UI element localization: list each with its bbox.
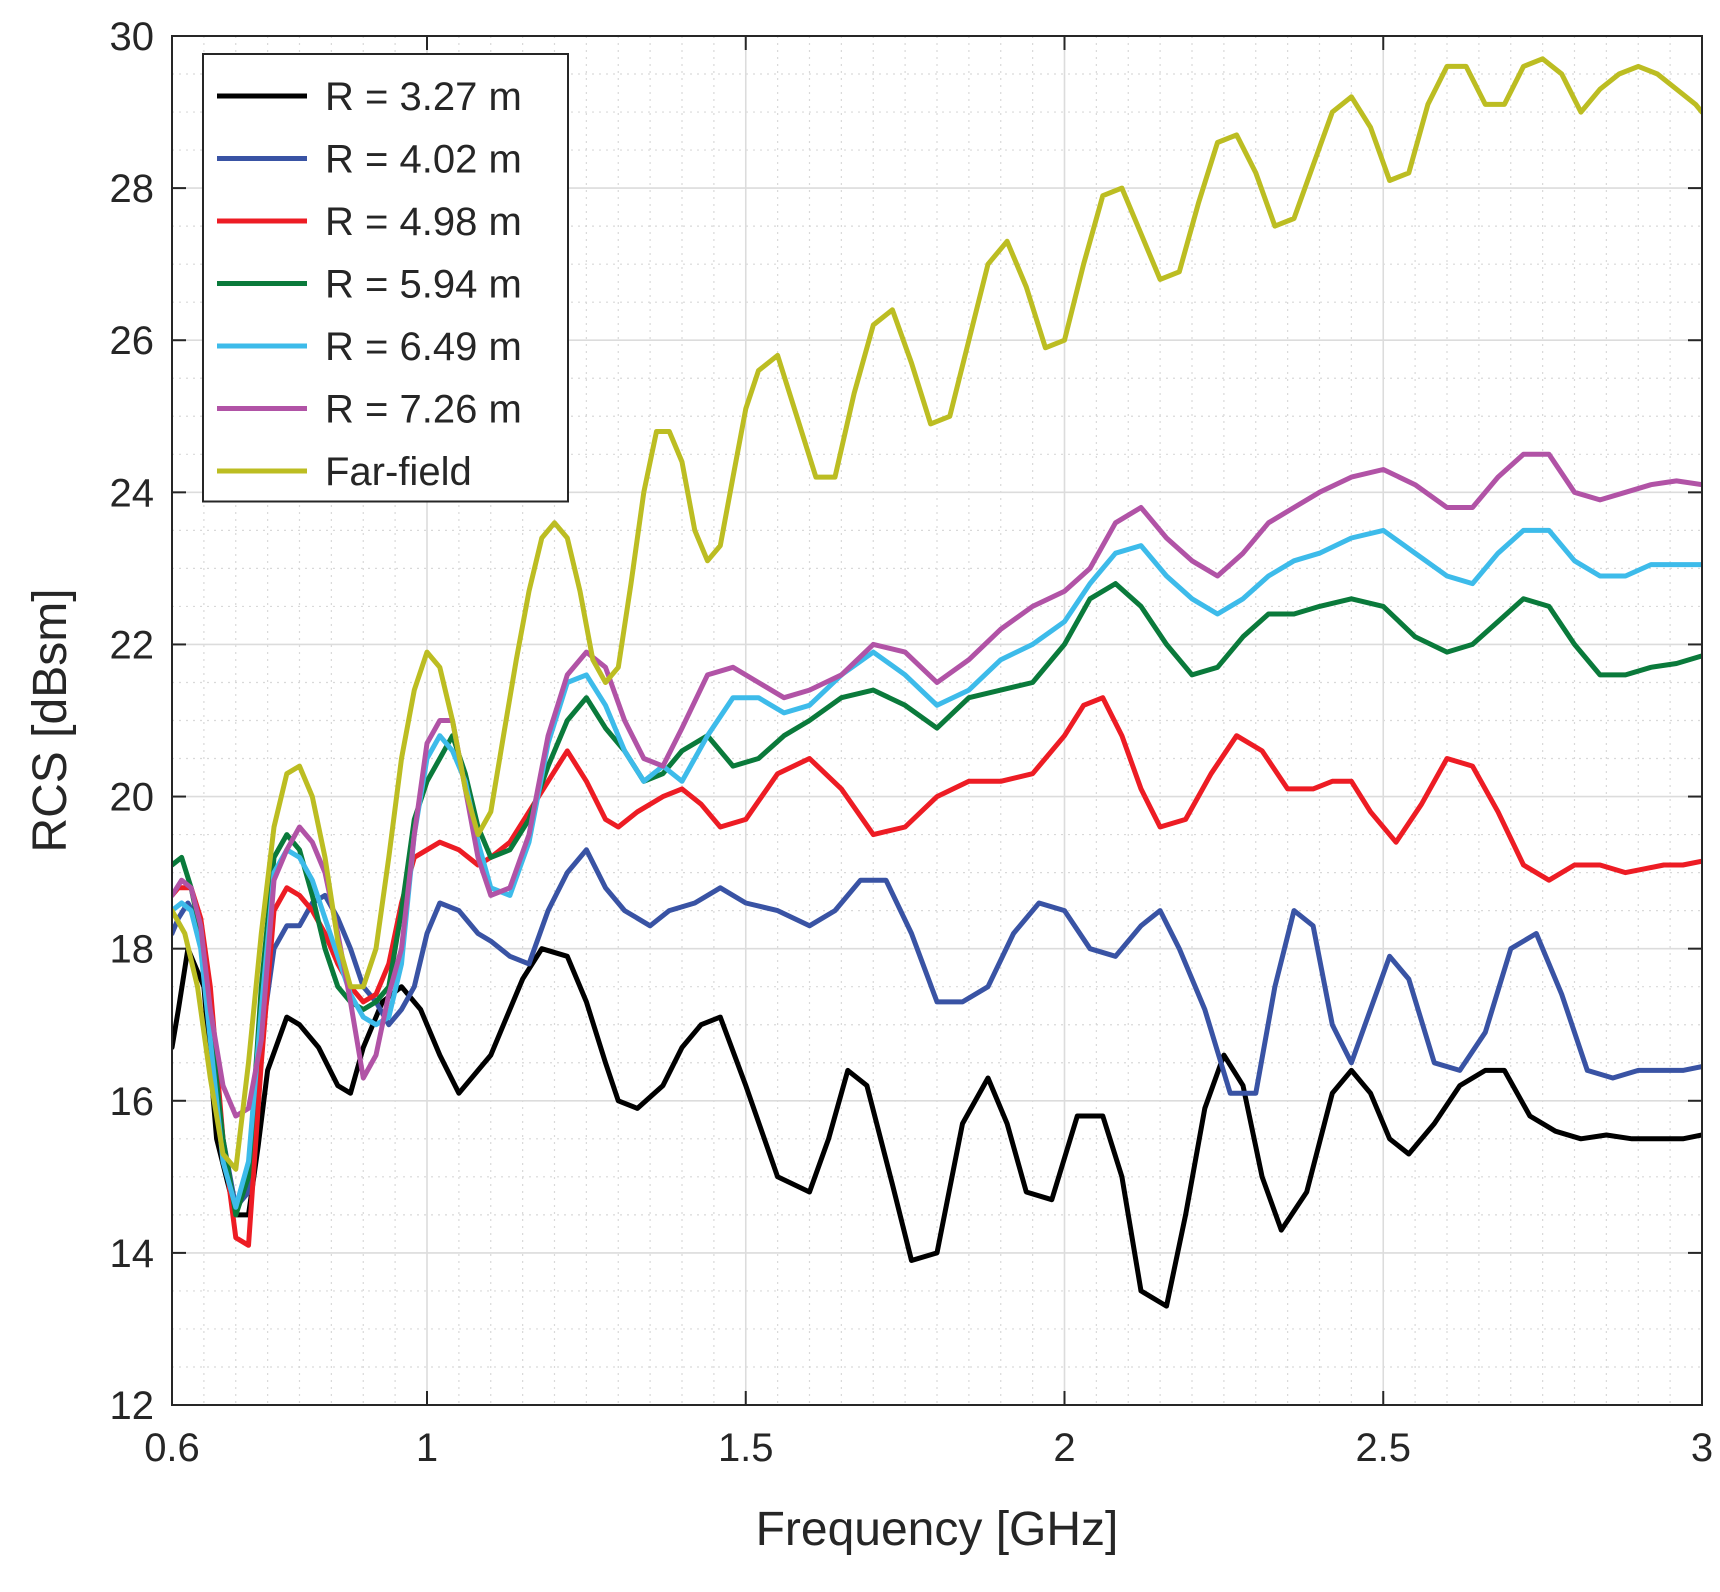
series-line-5 [172, 527, 1702, 1210]
y-axis-title: RCS [dBsm] [24, 588, 77, 852]
x-tick-label: 1 [416, 1426, 438, 1470]
y-tick-label: 26 [110, 319, 155, 363]
x-tick-label: 0.6 [144, 1426, 200, 1470]
series-lines [172, 56, 1702, 1309]
y-tick-label: 30 [110, 15, 155, 59]
y-tick-label: 24 [110, 471, 155, 515]
y-tick-label: 28 [110, 167, 155, 211]
y-tick-label: 16 [110, 1080, 155, 1124]
legend-label-3: R = 4.98 m [325, 200, 522, 244]
y-tick-label: 18 [110, 928, 155, 972]
legend-label-6: R = 7.26 m [325, 388, 522, 432]
legend-label-4: R = 5.94 m [325, 263, 522, 307]
axis-ticks: 0.6 1 1.5 2 2.5 3 12 14 16 18 20 22 24 26 28 30 [110, 15, 1714, 1470]
legend-label-1: R = 3.27 m [325, 75, 522, 119]
y-tick-label: 14 [110, 1232, 155, 1276]
legend-label-7: Far-field [325, 450, 472, 494]
series-line-7 [172, 56, 1702, 1172]
series-line-4 [172, 581, 1702, 1218]
x-tick-label: 3 [1691, 1426, 1713, 1470]
legend-label-2: R = 4.02 m [325, 138, 522, 182]
plot-frame [171, 35, 1703, 1406]
x-tick-label: 1.5 [718, 1426, 774, 1470]
legend-label-5: R = 6.49 m [325, 325, 522, 369]
y-tick-label: 12 [110, 1384, 155, 1428]
y-tick-label: 22 [110, 623, 155, 667]
series-line-1 [172, 946, 1702, 1309]
x-tick-label: 2.5 [1355, 1426, 1411, 1470]
x-tick-label: 2 [1053, 1426, 1075, 1470]
y-tick-label: 20 [110, 776, 155, 820]
series-line-2 [172, 847, 1702, 1210]
x-axis-title: Frequency [GHz] [756, 1503, 1119, 1556]
legend-box [202, 53, 569, 503]
legend: R = 3.27 m R = 4.02 m R = 4.98 m R = 5.94 m… [202, 53, 569, 503]
series-line-6 [172, 451, 1702, 1119]
